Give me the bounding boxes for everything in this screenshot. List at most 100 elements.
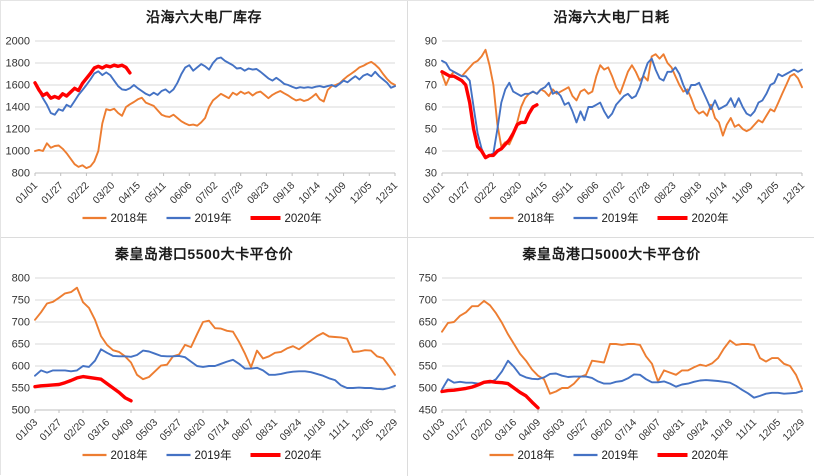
x-axis: 01/01 01/27 02/22 03/20 04/15 05/11 06/06 07/02… <box>421 173 807 206</box>
legend-label: 2019年 <box>195 448 232 462</box>
x-axis-tick-label: 02/22 <box>473 180 499 206</box>
legend-label: 2018年 <box>518 211 555 225</box>
legend: 2018年 2019年 2020年 <box>489 211 729 225</box>
x-axis-tick-label: 07/28 <box>627 180 653 206</box>
y-axis-tick-label: 60 <box>425 102 437 114</box>
x-axis-tick-label: 12/31 <box>781 180 807 206</box>
x-axis-tick-label: 12/05 <box>757 417 783 443</box>
x-axis-tick-label: 04/09 <box>517 417 543 443</box>
x-axis: 01/0301/2702/2003/1604/0905/0305/2706/20… <box>14 410 400 443</box>
x-axis-tick-label: 01/27 <box>447 180 473 206</box>
x-axis-tick-label: 02/20 <box>469 417 495 443</box>
x-axis-tick-label: 10/18 <box>709 417 735 443</box>
x-axis-tick-label: 06/06 <box>168 180 194 206</box>
legend-item-2020年: 2020年 <box>250 448 322 462</box>
y-axis-tick-label: 750 <box>419 273 437 285</box>
series-line-2019年 <box>441 57 803 159</box>
x-axis-tick-label: 01/27 <box>40 180 66 206</box>
gridlines <box>35 40 395 174</box>
x-axis-tick-label: 01/27 <box>38 417 64 443</box>
y-axis-tick-label: 800 <box>12 168 30 180</box>
y-axis-tick-labels: 500 550 600 650 700 750 800 <box>12 273 30 417</box>
legend-item-2019年: 2019年 <box>166 448 232 462</box>
y-axis-tick-label: 30 <box>425 168 437 180</box>
y-axis-tick-label: 700 <box>12 317 30 329</box>
legend: 2018年 2019年 2020年 <box>82 211 322 225</box>
y-axis-tick-label: 1000 <box>6 146 30 158</box>
x-axis-tick-label: 07/14 <box>613 417 639 443</box>
legend-item-2018年: 2018年 <box>82 211 148 225</box>
legend-item-2019年: 2019年 <box>166 211 232 225</box>
x-axis-tick-label: 11/09 <box>730 180 756 206</box>
x-axis-tick-label: 04/15 <box>524 180 550 206</box>
x-axis-tick-label: 05/11 <box>143 180 169 206</box>
gridlines <box>35 277 395 411</box>
series-line-2018年 <box>441 299 803 395</box>
x-axis-tick-label: 12/05 <box>350 417 376 443</box>
y-axis-tick-label: 70 <box>425 80 437 92</box>
x-axis-tick-label: 01/27 <box>445 417 471 443</box>
chart-title: 沿海六大电厂库存 <box>146 9 262 25</box>
y-axis-tick-labels: 30 40 50 60 70 80 90 <box>425 36 437 180</box>
chart-panel-plant-inventory: 沿海六大电厂库存 800 1000 1200 1400 1600 1800 2000 01/0… <box>1 1 408 238</box>
x-axis-tick-label: 08/23 <box>246 180 272 206</box>
legend: 2018年 2019年 2020年 <box>489 448 729 462</box>
x-axis-tick-label: 05/27 <box>158 417 184 443</box>
legend-item-2018年: 2018年 <box>489 448 555 462</box>
x-axis: 01/0301/2702/2003/1604/0905/0305/2706/20… <box>421 410 807 443</box>
x-axis-tick-label: 08/31 <box>661 417 687 443</box>
chart-panel-plant-daily-consumption: 沿海六大电厂日耗 30 40 50 60 70 80 90 01/01 01/27 02/22 03… <box>408 1 814 238</box>
x-axis-tick-label: 05/03 <box>134 417 160 443</box>
x-axis-tick-label: 10/14 <box>297 180 323 206</box>
x-axis-tick-label: 12/05 <box>348 180 374 206</box>
x-axis-tick-label: 09/18 <box>678 180 704 206</box>
gridlines <box>442 277 802 411</box>
legend-label: 2020年 <box>285 211 322 225</box>
y-axis-tick-label: 1200 <box>6 124 30 136</box>
x-axis-tick-label: 12/29 <box>781 417 807 443</box>
x-axis-tick-label: 06/20 <box>182 417 208 443</box>
x-axis-tick-label: 07/28 <box>220 180 246 206</box>
y-axis-tick-label: 550 <box>419 361 437 373</box>
x-axis-tick-label: 03/16 <box>493 417 519 443</box>
qhd-5500-price-plot: 500 550 600 650 700 750 800 01/0301/2702/2003/1… <box>12 273 401 463</box>
x-axis-tick-label: 08/31 <box>254 417 280 443</box>
x-axis-tick-label: 06/20 <box>589 417 615 443</box>
legend-label: 2020年 <box>285 448 322 462</box>
x-axis-tick-label: 11/11 <box>734 417 759 442</box>
y-axis-tick-label: 2000 <box>6 36 30 48</box>
x-axis-tick-label: 05/27 <box>565 417 591 443</box>
legend-item-2019年: 2019年 <box>573 448 639 462</box>
x-axis-tick-label: 11/11 <box>327 417 352 442</box>
y-axis-tick-labels: 450 500 550 600 650 700 750 <box>419 273 437 417</box>
x-axis-tick-label: 01/01 <box>14 180 40 206</box>
x-axis-tick-label: 12/29 <box>374 417 400 443</box>
legend-item-2020年: 2020年 <box>250 211 322 225</box>
y-axis-tick-labels: 800 1000 1200 1400 1600 1800 2000 <box>6 36 30 180</box>
x-axis-tick-label: 02/20 <box>62 417 88 443</box>
x-axis-tick-label: 07/02 <box>194 180 220 206</box>
series-line-2020年 <box>33 374 133 403</box>
y-axis-tick-label: 1400 <box>6 102 30 114</box>
x-axis-tick-label: 08/07 <box>230 417 256 443</box>
y-axis-tick-label: 750 <box>12 295 30 307</box>
legend-item-2020年: 2020年 <box>657 448 729 462</box>
qhd-5000-price-plot: 450 500 550 600 650 700 750 01/0301/2702/2003/1… <box>419 273 808 463</box>
y-axis-tick-label: 550 <box>12 383 30 395</box>
x-axis-tick-label: 01/03 <box>14 417 40 443</box>
x-axis-tick-label: 10/18 <box>302 417 328 443</box>
x-axis-tick-label: 04/09 <box>110 417 136 443</box>
legend-label: 2019年 <box>602 211 639 225</box>
x-axis: 01/01 01/27 02/22 03/20 04/15 05/11 06/06 07/02… <box>14 173 400 206</box>
legend: 2018年 2019年 2020年 <box>82 448 322 462</box>
series-line-2020年 <box>33 63 132 100</box>
y-axis-tick-label: 700 <box>419 295 437 307</box>
x-axis-tick-label: 07/02 <box>601 180 627 206</box>
legend-item-2019年: 2019年 <box>573 211 639 225</box>
legend-item-2018年: 2018年 <box>489 211 555 225</box>
x-axis-tick-label: 04/15 <box>117 180 143 206</box>
y-axis-tick-label: 1600 <box>6 80 30 92</box>
x-axis-tick-label: 08/07 <box>637 417 663 443</box>
y-axis-tick-label: 500 <box>12 405 30 417</box>
